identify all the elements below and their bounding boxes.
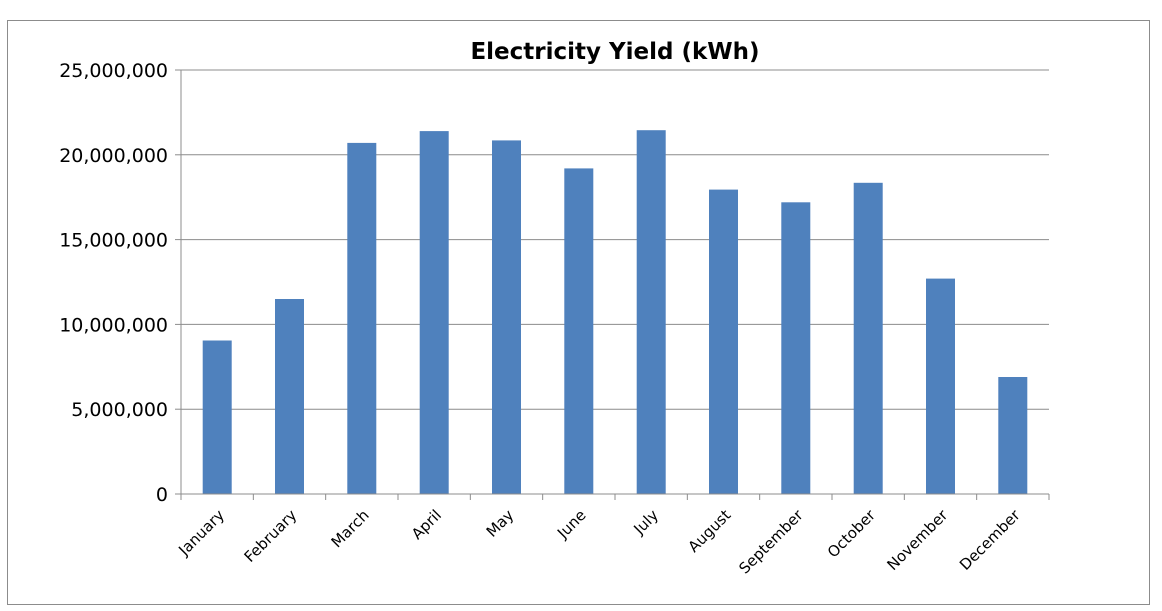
y-axis-tick-labels: 0 5,000,000 10,000,000 15,000,000 20,000,000…	[59, 60, 168, 506]
x-tick-label: January	[174, 506, 228, 560]
y-tick-label: 5,000,000	[71, 399, 168, 421]
x-tick-label: November	[883, 506, 951, 574]
bar	[853, 182, 883, 495]
x-tick-label: July	[629, 506, 662, 539]
y-tick-label: 10,000,000	[59, 314, 168, 336]
bar	[998, 377, 1028, 494]
x-tick-label: June	[553, 506, 590, 543]
axes	[180, 70, 1050, 500]
y-tick-label: 20,000,000	[59, 145, 168, 167]
bar	[275, 299, 304, 494]
bar	[709, 189, 738, 494]
bar	[781, 202, 811, 495]
bar	[564, 168, 594, 494]
x-tick-label: March	[328, 506, 373, 551]
y-tick-label: 0	[156, 484, 168, 506]
y-tick-label: 25,000,000	[59, 60, 168, 82]
bar	[419, 131, 449, 494]
bar	[202, 340, 232, 494]
x-tick-label: October	[824, 506, 880, 562]
x-tick-label: December	[956, 506, 1024, 574]
bar	[926, 278, 955, 494]
y-tick-label: 15,000,000	[59, 230, 168, 252]
x-tick-label: February	[241, 506, 301, 566]
x-tick-label: August	[684, 506, 734, 556]
bar	[636, 130, 666, 494]
x-axis-tick-labels: January February March April May June July Augu…	[174, 506, 1024, 578]
chart-title: Electricity Yield (kWh)	[470, 39, 759, 65]
bars	[202, 130, 1028, 495]
grid-lines	[175, 69, 1049, 495]
x-tick-label: April	[408, 506, 445, 543]
bar	[347, 142, 377, 494]
x-tick-label: September	[735, 506, 807, 578]
bar	[492, 140, 521, 494]
x-tick-label: May	[483, 506, 518, 541]
